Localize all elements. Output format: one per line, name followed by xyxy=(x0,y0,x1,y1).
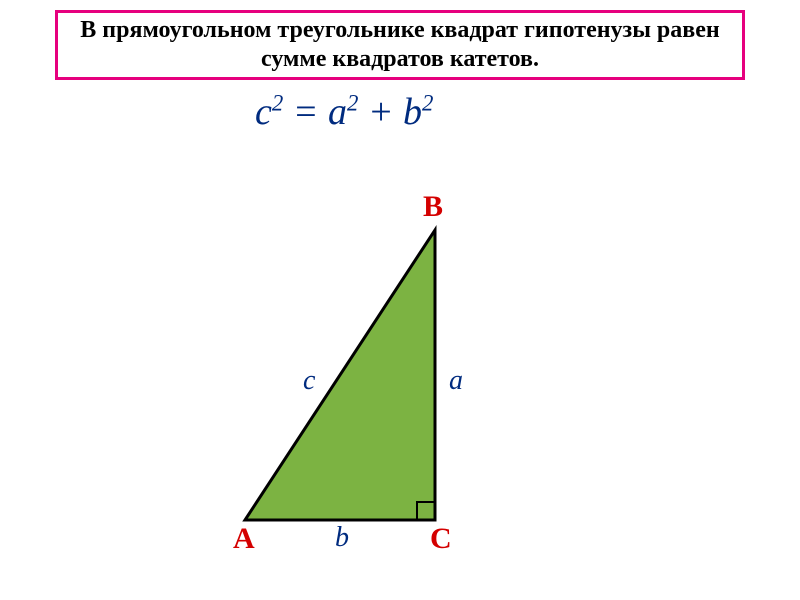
side-a-label: a xyxy=(449,365,463,397)
triangle-shape xyxy=(245,230,435,520)
triangle-svg xyxy=(205,170,505,550)
formula-b-exp: 2 xyxy=(422,90,433,115)
vertex-a-label: A xyxy=(233,522,255,556)
formula-a: a xyxy=(328,91,347,133)
formula-b: b xyxy=(403,91,422,133)
pythagoras-formula: c2 = a2 + b2 xyxy=(255,90,433,134)
vertex-b-label: B xyxy=(423,190,443,224)
triangle-diagram: A B C a b c xyxy=(205,170,505,550)
formula-a-exp: 2 xyxy=(347,90,358,115)
formula-eq: = xyxy=(283,91,328,133)
formula-c: c xyxy=(255,91,272,133)
theorem-box: В прямоугольном треугольнике квадрат гип… xyxy=(55,10,745,80)
vertex-c-label: C xyxy=(430,522,452,556)
formula-plus: + xyxy=(358,91,403,133)
side-b-label: b xyxy=(335,522,349,554)
theorem-text: В прямоугольном треугольнике квадрат гип… xyxy=(58,16,742,74)
side-c-label: c xyxy=(303,365,315,397)
formula-c-exp: 2 xyxy=(272,90,283,115)
